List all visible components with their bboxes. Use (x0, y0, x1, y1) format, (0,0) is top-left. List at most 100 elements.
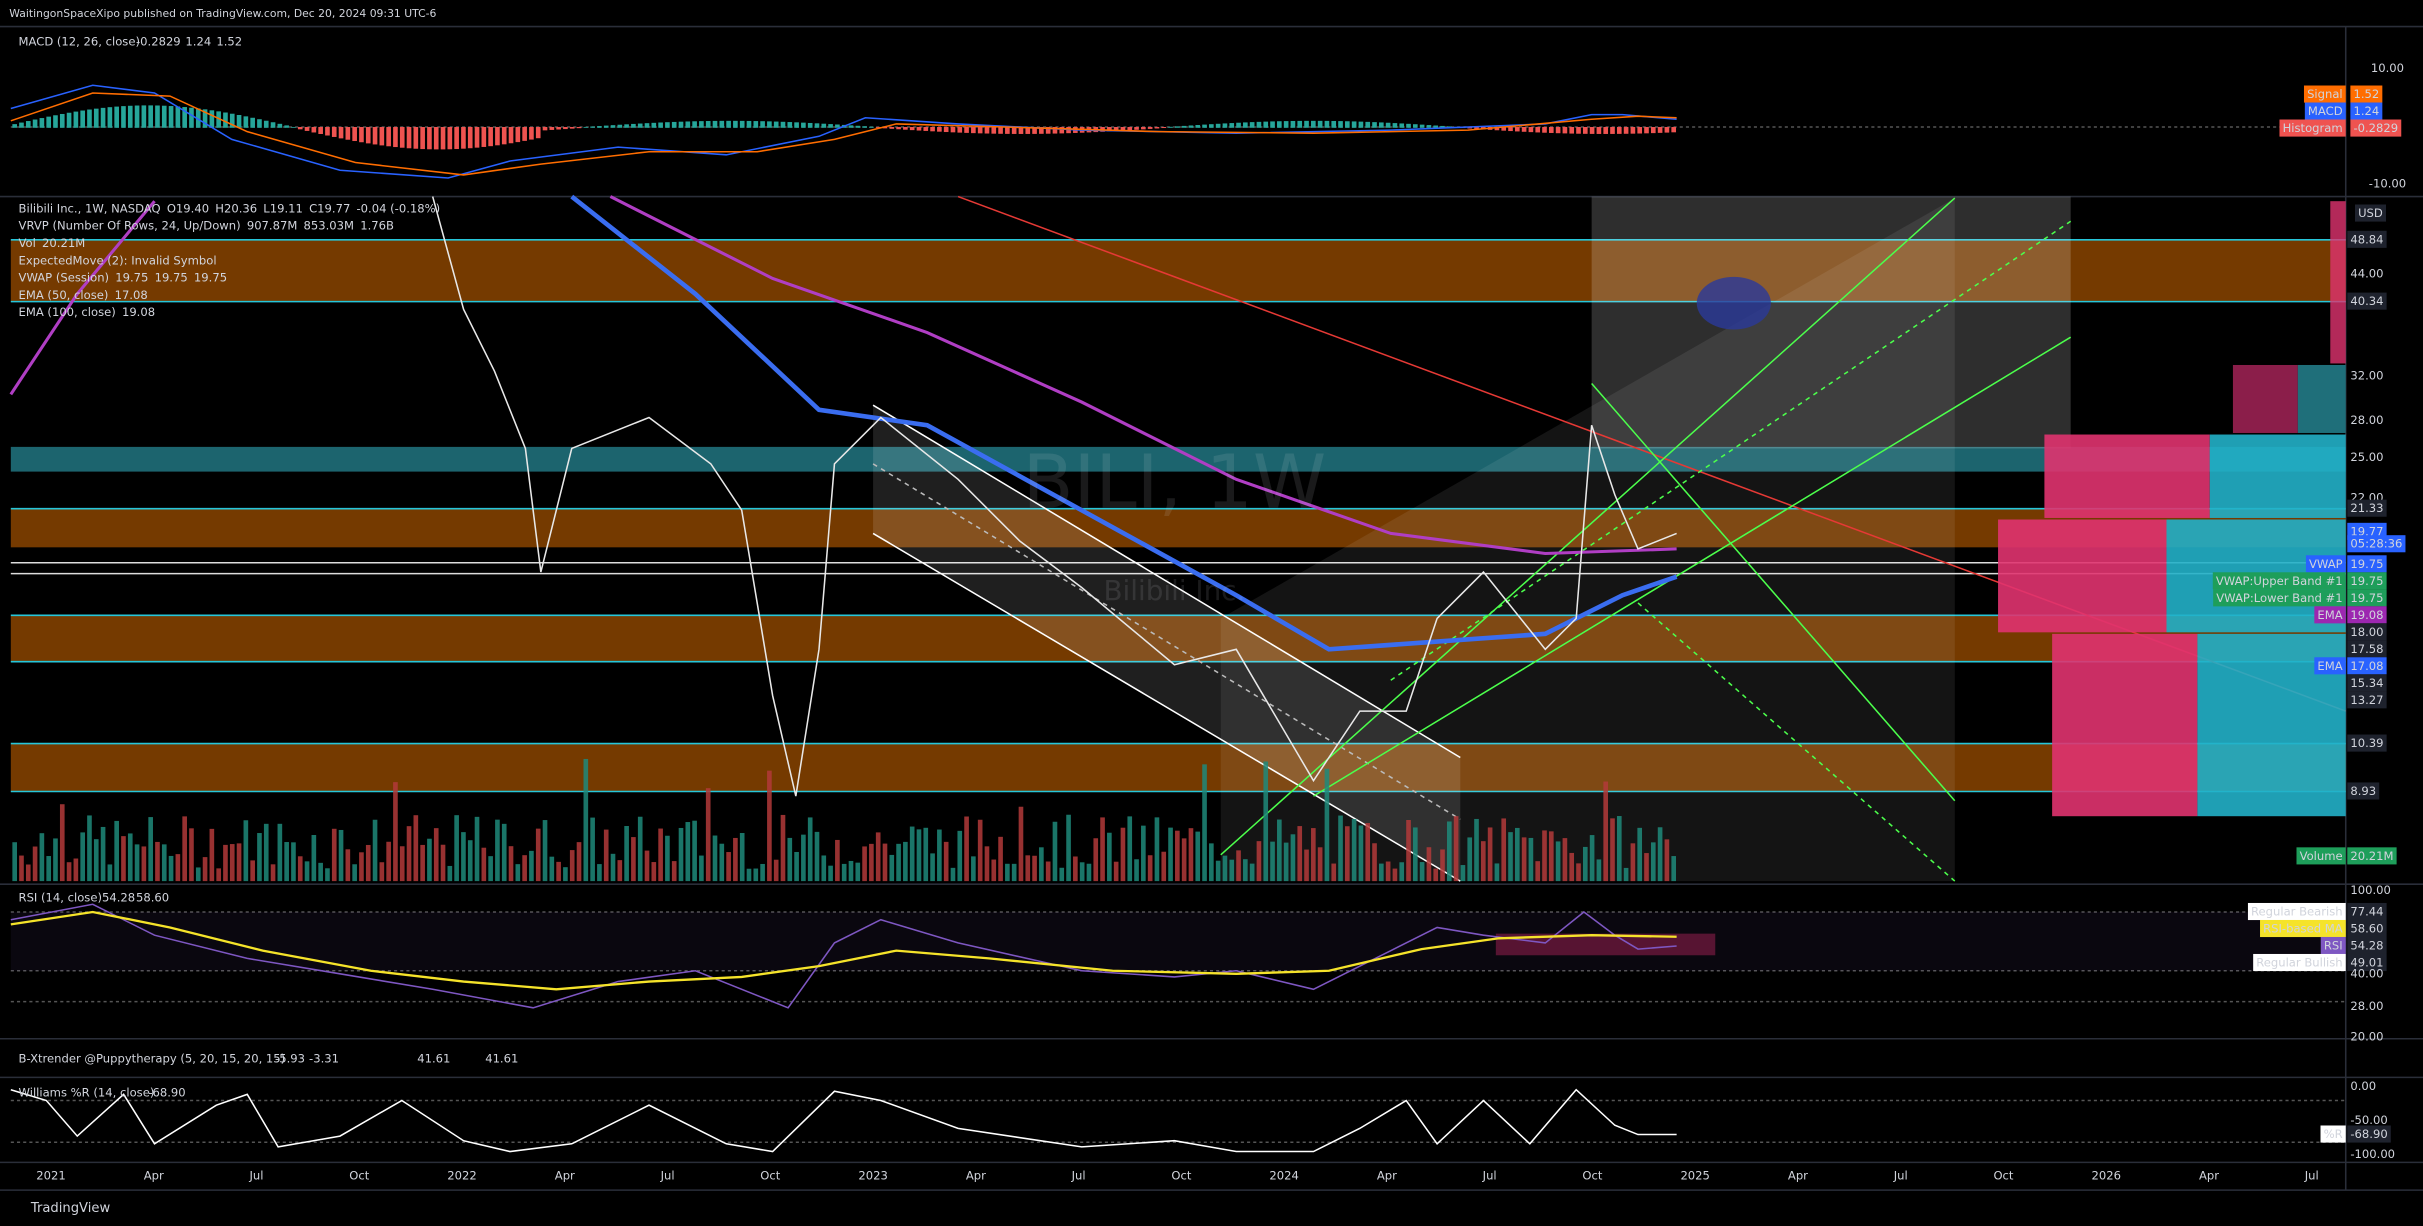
ema-100 (9, 200, 156, 396)
macd-bar (25, 121, 31, 128)
axis-tag-bg (2305, 555, 2346, 573)
legend-text: Bilibili Inc., 1W, NASDAQ (19, 201, 161, 215)
legend-text: -0.04 (-0.18%) (357, 201, 441, 215)
macd-bar (1324, 120, 1330, 128)
price-label-bg (2347, 623, 2387, 641)
macd-bar (801, 122, 806, 128)
volume-bar (304, 861, 310, 882)
macd-bar (583, 126, 589, 128)
volume-bar (155, 841, 160, 882)
macd-bar (1542, 127, 1547, 133)
volume-bar (1141, 825, 1146, 882)
macd-bar (1311, 120, 1316, 128)
price-label-bg (2347, 782, 2380, 800)
rsi-axis: 49.01 (2350, 956, 2383, 970)
price-label-bg (2347, 292, 2387, 310)
volume-bar (121, 836, 126, 882)
volume-bar (1222, 855, 1228, 882)
volume-bar (1535, 861, 1541, 882)
price-label: 17.08 (2350, 659, 2383, 673)
rsi-axis: 40.00 (2350, 966, 2383, 980)
volume-bar (1059, 867, 1065, 882)
volume-bar (1181, 838, 1187, 882)
macd-bar (114, 106, 119, 128)
volume-bar (202, 857, 208, 882)
volume-bar (1236, 850, 1241, 882)
label: 1.52 (216, 35, 242, 49)
volume-bar (338, 829, 344, 882)
label-bg (2350, 102, 2383, 120)
macd-bar (1243, 122, 1248, 128)
volume-bar (365, 844, 371, 882)
volume-bar (699, 855, 704, 882)
label: -3.31 (309, 1051, 339, 1065)
macd-bar (977, 127, 983, 134)
volume-bar (671, 861, 677, 882)
volume-bar (141, 846, 147, 882)
volume-bar (1426, 847, 1432, 882)
macd-bar (1555, 127, 1561, 134)
macd-bar (12, 124, 17, 128)
rsi-tag-bg (2253, 953, 2346, 972)
volume-bar (297, 856, 303, 882)
signal-line (10, 92, 1677, 176)
macd-bar (794, 122, 799, 128)
macd-bar (705, 121, 711, 128)
label: 1.24 (2353, 104, 2379, 118)
volume-bar (1283, 842, 1289, 882)
macd-bar (352, 127, 357, 142)
volume-bar (1582, 846, 1588, 882)
volume-bar (923, 827, 929, 882)
macd-bar (644, 123, 650, 128)
macd-bar (1331, 120, 1337, 128)
macd-bar (821, 123, 827, 128)
macd-bar (1399, 123, 1405, 128)
macd-bar (73, 111, 79, 128)
volume-bar (875, 832, 881, 882)
volume-bar (474, 816, 480, 882)
volume-bar (1548, 831, 1554, 882)
panel-separators (0, 25, 2423, 1191)
axis-tag-bg (2296, 847, 2346, 865)
volume-bar (46, 856, 51, 882)
macd-bar (209, 110, 215, 128)
macd-bar (141, 105, 147, 128)
macd-bar (413, 127, 419, 149)
volume-bar (1494, 863, 1500, 882)
legend-text: 19.75 (155, 271, 188, 285)
volume-bar (991, 859, 997, 882)
macd-bar (1005, 127, 1010, 134)
price-label: 15.34 (2350, 676, 2383, 690)
macd-bar (903, 127, 908, 130)
volume-bar (1168, 827, 1173, 882)
macd-bar (304, 127, 310, 131)
volume-bar (1045, 861, 1051, 882)
macd-bar (433, 127, 439, 150)
macd-bar (603, 125, 609, 128)
volume-bar (1447, 821, 1452, 882)
macd-bar (1338, 121, 1343, 128)
volume-bar (631, 837, 636, 882)
volume-bar (73, 858, 79, 882)
legend-text: 19.75 (115, 271, 148, 285)
macd-bar (1433, 125, 1439, 128)
rsi-axis: 100.00 (2350, 883, 2391, 897)
volume-bar (114, 820, 119, 882)
price-label: 25.00 (2350, 450, 2383, 464)
volume-bar (1610, 818, 1615, 882)
price-label: 21.33 (2350, 501, 2383, 515)
macd-bar (535, 127, 541, 139)
ema-100-main (609, 195, 1677, 556)
volume-bar (848, 860, 854, 882)
macd-bar (529, 127, 534, 140)
volume-bar (719, 843, 725, 882)
macd-bar (1317, 120, 1323, 128)
label: 10.00 (2371, 61, 2404, 75)
volume-bar (175, 854, 181, 882)
volume-bar (488, 856, 493, 882)
volume-bar (1317, 847, 1323, 882)
volume-bar (1413, 827, 1418, 882)
price-label: 13.27 (2350, 693, 2383, 707)
macd-bar (685, 121, 691, 128)
